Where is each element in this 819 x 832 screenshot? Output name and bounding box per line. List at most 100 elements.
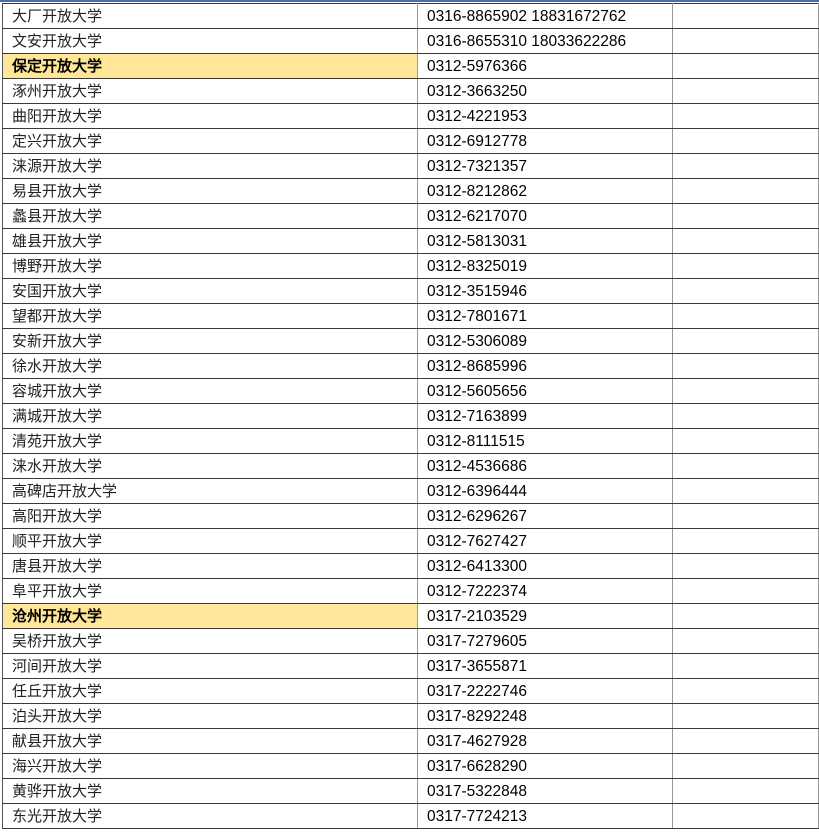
cell-school-name[interactable]: 定兴开放大学 bbox=[2, 128, 418, 154]
cell-empty[interactable] bbox=[672, 128, 819, 154]
cell-school-name[interactable]: 满城开放大学 bbox=[2, 403, 418, 429]
cell-school-name[interactable]: 安国开放大学 bbox=[2, 278, 418, 304]
cell-empty[interactable] bbox=[672, 153, 819, 179]
cell-phone[interactable]: 0317-7279605 bbox=[417, 628, 673, 654]
cell-empty[interactable] bbox=[672, 403, 819, 429]
cell-empty[interactable] bbox=[672, 628, 819, 654]
cell-school-name[interactable]: 涿州开放大学 bbox=[2, 78, 418, 104]
cell-phone[interactable]: 0312-5605656 bbox=[417, 378, 673, 404]
cell-phone[interactable]: 0317-6628290 bbox=[417, 753, 673, 779]
cell-phone[interactable]: 0312-3515946 bbox=[417, 278, 673, 304]
cell-phone[interactable]: 0317-2103529 bbox=[417, 603, 673, 629]
cell-school-name[interactable]: 东光开放大学 bbox=[2, 803, 418, 829]
cell-phone[interactable]: 0312-6413300 bbox=[417, 553, 673, 579]
cell-empty[interactable] bbox=[672, 378, 819, 404]
cell-empty[interactable] bbox=[672, 703, 819, 729]
cell-school-name[interactable]: 海兴开放大学 bbox=[2, 753, 418, 779]
cell-empty[interactable] bbox=[672, 778, 819, 804]
cell-school-name[interactable]: 博野开放大学 bbox=[2, 253, 418, 279]
cell-phone[interactable]: 0312-7321357 bbox=[417, 153, 673, 179]
cell-phone[interactable]: 0312-8685996 bbox=[417, 353, 673, 379]
cell-school-name[interactable]: 河间开放大学 bbox=[2, 653, 418, 679]
cell-school-name[interactable]: 献县开放大学 bbox=[2, 728, 418, 754]
cell-school-name[interactable]: 泊头开放大学 bbox=[2, 703, 418, 729]
table-row: 大厂开放大学 0316-8865902 18831672762 bbox=[2, 3, 819, 29]
cell-school-name[interactable]: 黄骅开放大学 bbox=[2, 778, 418, 804]
cell-school-name[interactable]: 容城开放大学 bbox=[2, 378, 418, 404]
cell-phone[interactable]: 0312-8212862 bbox=[417, 178, 673, 204]
cell-school-name[interactable]: 安新开放大学 bbox=[2, 328, 418, 354]
cell-empty[interactable] bbox=[672, 78, 819, 104]
cell-empty[interactable] bbox=[672, 303, 819, 329]
cell-phone[interactable]: 0316-8655310 18033622286 bbox=[417, 28, 673, 54]
cell-school-name[interactable]: 阜平开放大学 bbox=[2, 578, 418, 604]
cell-school-name[interactable]: 曲阳开放大学 bbox=[2, 103, 418, 129]
cell-phone[interactable]: 0317-3655871 bbox=[417, 653, 673, 679]
cell-empty[interactable] bbox=[672, 103, 819, 129]
cell-phone[interactable]: 0312-6396444 bbox=[417, 478, 673, 504]
cell-empty[interactable] bbox=[672, 253, 819, 279]
cell-phone[interactable]: 0312-5813031 bbox=[417, 228, 673, 254]
cell-phone[interactable]: 0312-5306089 bbox=[417, 328, 673, 354]
cell-school-name[interactable]: 文安开放大学 bbox=[2, 28, 418, 54]
cell-empty[interactable] bbox=[672, 603, 819, 629]
cell-phone[interactable]: 0317-5322848 bbox=[417, 778, 673, 804]
cell-empty[interactable] bbox=[672, 528, 819, 554]
cell-empty[interactable] bbox=[672, 53, 819, 79]
cell-school-name[interactable]: 涞源开放大学 bbox=[2, 153, 418, 179]
cell-school-name[interactable]: 高阳开放大学 bbox=[2, 503, 418, 529]
cell-phone[interactable]: 0312-7222374 bbox=[417, 578, 673, 604]
cell-empty[interactable] bbox=[672, 728, 819, 754]
cell-school-name[interactable]: 徐水开放大学 bbox=[2, 353, 418, 379]
cell-phone[interactable]: 0312-3663250 bbox=[417, 78, 673, 104]
cell-empty[interactable] bbox=[672, 678, 819, 704]
cell-empty[interactable] bbox=[672, 803, 819, 829]
cell-empty[interactable] bbox=[672, 578, 819, 604]
cell-school-name[interactable]: 唐县开放大学 bbox=[2, 553, 418, 579]
cell-phone[interactable]: 0312-4221953 bbox=[417, 103, 673, 129]
cell-empty[interactable] bbox=[672, 28, 819, 54]
cell-phone[interactable]: 0317-7724213 bbox=[417, 803, 673, 829]
cell-phone[interactable]: 0312-8111515 bbox=[417, 428, 673, 454]
cell-empty[interactable] bbox=[672, 503, 819, 529]
cell-school-name[interactable]: 任丘开放大学 bbox=[2, 678, 418, 704]
cell-school-name[interactable]: 大厂开放大学 bbox=[2, 3, 418, 29]
cell-empty[interactable] bbox=[672, 553, 819, 579]
cell-empty[interactable] bbox=[672, 203, 819, 229]
cell-empty[interactable] bbox=[672, 278, 819, 304]
cell-school-name[interactable]: 涞水开放大学 bbox=[2, 453, 418, 479]
cell-phone[interactable]: 0317-2222746 bbox=[417, 678, 673, 704]
cell-phone[interactable]: 0312-7163899 bbox=[417, 403, 673, 429]
cell-phone[interactable]: 0312-6912778 bbox=[417, 128, 673, 154]
cell-empty[interactable] bbox=[672, 653, 819, 679]
cell-school-name[interactable]: 蠡县开放大学 bbox=[2, 203, 418, 229]
cell-phone[interactable]: 0316-8865902 18831672762 bbox=[417, 3, 673, 29]
cell-school-name[interactable]: 顺平开放大学 bbox=[2, 528, 418, 554]
cell-empty[interactable] bbox=[672, 228, 819, 254]
cell-school-name[interactable]: 吴桥开放大学 bbox=[2, 628, 418, 654]
cell-phone[interactable]: 0312-6217070 bbox=[417, 203, 673, 229]
cell-phone[interactable]: 0312-4536686 bbox=[417, 453, 673, 479]
cell-empty[interactable] bbox=[672, 178, 819, 204]
cell-phone[interactable]: 0317-8292248 bbox=[417, 703, 673, 729]
cell-school-name[interactable]: 保定开放大学 bbox=[2, 53, 418, 79]
cell-empty[interactable] bbox=[672, 3, 819, 29]
cell-phone[interactable]: 0312-7627427 bbox=[417, 528, 673, 554]
cell-school-name[interactable]: 易县开放大学 bbox=[2, 178, 418, 204]
cell-phone[interactable]: 0312-5976366 bbox=[417, 53, 673, 79]
cell-phone[interactable]: 0317-4627928 bbox=[417, 728, 673, 754]
cell-empty[interactable] bbox=[672, 478, 819, 504]
cell-phone[interactable]: 0312-6296267 bbox=[417, 503, 673, 529]
cell-phone[interactable]: 0312-8325019 bbox=[417, 253, 673, 279]
cell-school-name[interactable]: 沧州开放大学 bbox=[2, 603, 418, 629]
cell-empty[interactable] bbox=[672, 353, 819, 379]
cell-empty[interactable] bbox=[672, 753, 819, 779]
cell-school-name[interactable]: 高碑店开放大学 bbox=[2, 478, 418, 504]
cell-empty[interactable] bbox=[672, 428, 819, 454]
cell-school-name[interactable]: 望都开放大学 bbox=[2, 303, 418, 329]
cell-school-name[interactable]: 清苑开放大学 bbox=[2, 428, 418, 454]
cell-phone[interactable]: 0312-7801671 bbox=[417, 303, 673, 329]
cell-empty[interactable] bbox=[672, 453, 819, 479]
cell-empty[interactable] bbox=[672, 328, 819, 354]
cell-school-name[interactable]: 雄县开放大学 bbox=[2, 228, 418, 254]
